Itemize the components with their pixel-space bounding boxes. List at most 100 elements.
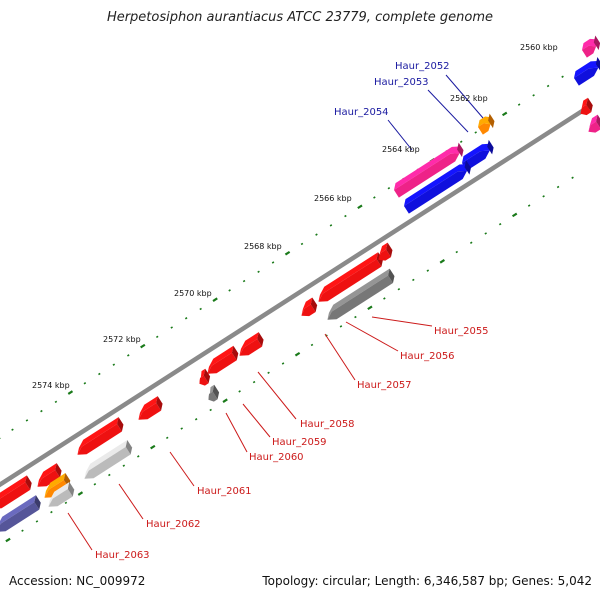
label-connector [324, 333, 356, 381]
inner-tick [150, 444, 156, 450]
inner-tick [469, 241, 473, 244]
accession-text: Accession: NC_009972 [9, 574, 146, 588]
gene-label-haur_2057[interactable]: Haur_2057 [357, 380, 412, 391]
inner-tick [310, 343, 314, 347]
gene-feature[interactable] [32, 463, 64, 490]
outer-tick [373, 196, 376, 199]
outer-tick [140, 343, 146, 349]
label-connector [242, 403, 271, 438]
inner-tick [412, 278, 415, 282]
outer-tick [459, 140, 463, 143]
inner-tick [64, 501, 68, 505]
gene-feature[interactable] [203, 384, 222, 404]
position-label: 2572 kbp [103, 335, 141, 344]
position-label: 2574 kbp [32, 381, 70, 390]
inner-tick [165, 436, 169, 440]
gene-feature[interactable] [133, 396, 165, 423]
inner-tick [238, 390, 241, 393]
gene-label-haur_2059[interactable]: Haur_2059 [272, 437, 327, 448]
label-connector [445, 74, 484, 119]
inner-tick [294, 351, 301, 357]
inner-tick [571, 176, 574, 179]
gene-feature[interactable] [296, 297, 320, 320]
outer-tick [67, 390, 74, 395]
outer-tick [546, 84, 550, 88]
gene-feature[interactable] [579, 35, 600, 58]
inner-tick [122, 464, 126, 467]
inner-tick [397, 287, 401, 291]
outer-tick [127, 354, 130, 357]
inner-tick [50, 510, 53, 514]
label-connector [257, 371, 297, 420]
outer-tick [271, 261, 275, 264]
gene-feature[interactable] [322, 268, 397, 324]
inner-tick [77, 491, 84, 496]
gene-features [0, 35, 600, 535]
position-label: 2568 kbp [244, 242, 282, 251]
inner-tick [542, 195, 545, 198]
gene-feature[interactable] [401, 160, 473, 214]
gene-label-haur_2052[interactable]: Haur_2052 [395, 61, 450, 72]
gene-label-haur_2062[interactable]: Haur_2062 [146, 519, 201, 530]
gene-feature[interactable] [72, 417, 126, 458]
gene-label-haur_2058[interactable]: Haur_2058 [300, 419, 355, 430]
position-label: 2566 kbp [314, 194, 352, 203]
inner-tick [354, 315, 357, 319]
outer-tick [329, 224, 333, 227]
outer-tick [315, 233, 318, 236]
inner-tick [426, 269, 430, 272]
position-label: 2570 kbp [174, 289, 212, 298]
gene-feature[interactable] [571, 57, 600, 86]
gene-feature[interactable] [391, 142, 466, 198]
gene-feature[interactable] [202, 345, 241, 378]
inner-tick [35, 520, 39, 523]
gene-label-haur_2054[interactable]: Haur_2054 [334, 107, 389, 118]
inner-tick [252, 380, 256, 384]
inner-tick [194, 418, 198, 421]
gene-feature[interactable] [0, 475, 34, 512]
inner-tick [439, 259, 445, 264]
outer-tick [155, 335, 159, 339]
outer-tick [11, 428, 14, 431]
inner-tick [267, 371, 270, 375]
inner-tick [484, 232, 487, 235]
outer-tick [242, 279, 246, 283]
outer-tick [83, 382, 87, 385]
label-connector [345, 321, 399, 352]
gene-feature[interactable] [583, 114, 600, 136]
gene-label-haur_2056[interactable]: Haur_2056 [400, 351, 455, 362]
inner-tick [498, 222, 502, 226]
gene-label-haur_2053[interactable]: Haur_2053 [374, 77, 429, 88]
gene-feature[interactable] [79, 439, 135, 483]
gene-feature[interactable] [475, 113, 497, 135]
gene-feature[interactable] [575, 97, 595, 118]
position-label: 2562 kbp [450, 94, 488, 103]
outer-tick [184, 317, 188, 320]
label-connector [371, 316, 433, 327]
gene-feature[interactable] [373, 242, 395, 264]
label-connector [387, 119, 413, 151]
outer-tick [257, 270, 260, 274]
outer-tick [300, 242, 304, 246]
inner-tick [93, 483, 97, 486]
gene-feature[interactable] [0, 495, 43, 535]
outer-tick [517, 103, 521, 106]
gene-label-haur_2055[interactable]: Haur_2055 [434, 326, 489, 337]
outer-tick [25, 419, 29, 422]
outer-tick [40, 409, 43, 413]
outer-tick [387, 186, 391, 190]
gene-feature[interactable] [194, 368, 213, 388]
inner-tick [281, 362, 285, 365]
gene-label-haur_2060[interactable]: Haur_2060 [249, 452, 304, 463]
gene-feature[interactable] [43, 482, 77, 511]
label-connector [118, 483, 144, 520]
gene-label-haur_2063[interactable]: Haur_2063 [95, 550, 150, 561]
inner-tick [180, 427, 183, 430]
genome-backbone [0, 103, 593, 488]
inner-tick [108, 473, 111, 477]
gene-feature[interactable] [234, 332, 266, 359]
gene-label-haur_2061[interactable]: Haur_2061 [197, 486, 252, 497]
gene-labels: Haur_2052 Haur_2053 Haur_2054 Haur_2055 Haur… [95, 61, 489, 561]
